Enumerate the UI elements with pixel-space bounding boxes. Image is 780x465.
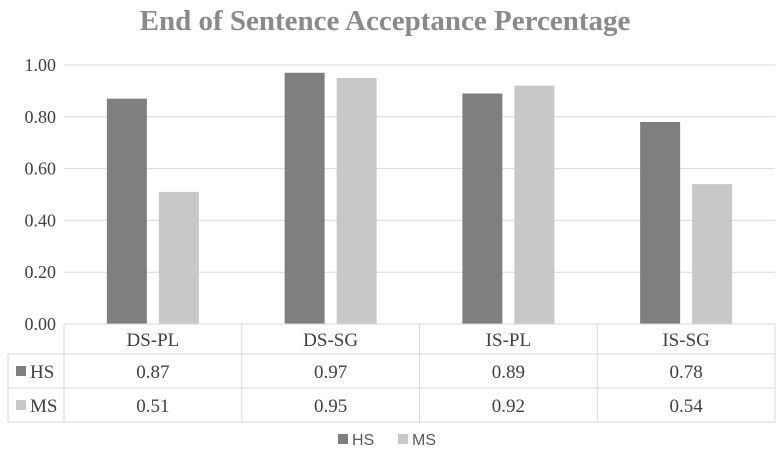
chart-title: End of Sentence Acceptance Percentage	[140, 5, 631, 37]
y-tick-label: 0.60	[25, 159, 57, 179]
data-label: 0.89	[492, 362, 525, 383]
y-axis-ticks: 0.00 0.20 0.40 0.60 0.80 1.00	[25, 55, 57, 334]
bar-ms-ds-pl	[158, 191, 199, 324]
category-label: IS-PL	[486, 330, 531, 351]
category-label: IS-SG	[662, 330, 710, 351]
row-key-swatch	[16, 400, 26, 410]
data-label: 0.97	[314, 362, 347, 383]
legend-swatch	[398, 434, 408, 444]
data-label: 0.92	[492, 396, 525, 417]
bar-ms-is-pl	[514, 85, 555, 324]
bar-ms-ds-sg	[336, 77, 377, 324]
legend-label: HS	[352, 432, 374, 449]
legend-swatch	[338, 434, 348, 444]
bar-hs-is-sg	[640, 121, 681, 324]
data-label: 0.87	[136, 362, 169, 383]
y-tick-label: 1.00	[25, 55, 57, 75]
data-label: 0.95	[314, 396, 347, 417]
y-tick-label: 0.40	[25, 210, 57, 230]
bar-hs-ds-pl	[106, 98, 147, 324]
data-label: 0.51	[136, 396, 169, 417]
data-label: 0.54	[670, 396, 704, 417]
row-header-label: HS	[30, 362, 54, 383]
y-tick-label: 0.00	[25, 314, 57, 334]
y-tick-label: 0.80	[25, 107, 57, 127]
bars	[106, 72, 733, 325]
row-header-label: MS	[30, 396, 57, 417]
y-tick-label: 0.20	[25, 262, 57, 282]
bar-hs-ds-sg	[284, 72, 325, 325]
legend-label: MS	[412, 432, 436, 449]
category-label: DS-PL	[126, 330, 179, 351]
legend: HS MS	[338, 432, 436, 449]
category-label: DS-SG	[303, 330, 358, 351]
row-key-swatch	[16, 366, 26, 376]
data-table: DS-PL DS-SG IS-PL IS-SG HS 0.87 0.97 0.89 0.78 MS…	[7, 323, 776, 423]
data-label: 0.78	[670, 362, 703, 383]
bar-hs-is-pl	[462, 93, 503, 325]
bar-ms-is-sg	[692, 184, 733, 324]
